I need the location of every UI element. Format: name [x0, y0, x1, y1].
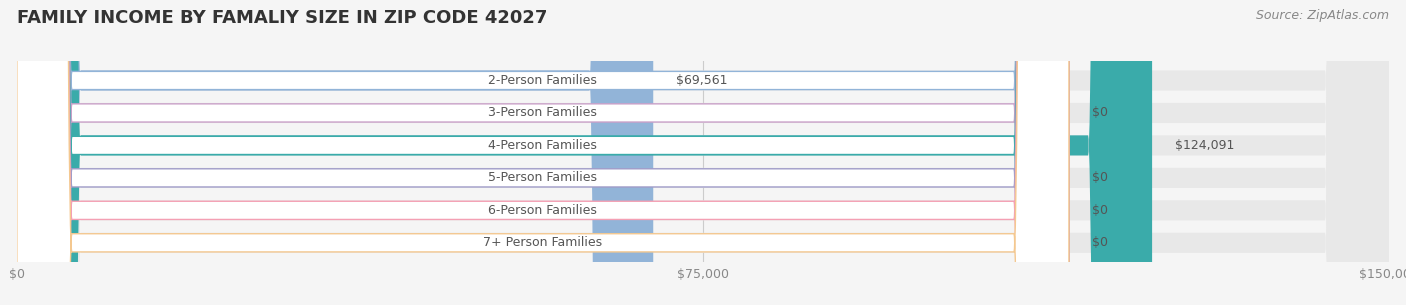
Text: $0: $0	[1092, 171, 1108, 185]
Text: 5-Person Families: 5-Person Families	[488, 171, 598, 185]
Text: FAMILY INCOME BY FAMALIY SIZE IN ZIP CODE 42027: FAMILY INCOME BY FAMALIY SIZE IN ZIP COD…	[17, 9, 547, 27]
FancyBboxPatch shape	[17, 0, 1069, 305]
Text: $69,561: $69,561	[676, 74, 728, 87]
FancyBboxPatch shape	[17, 0, 1389, 305]
FancyBboxPatch shape	[17, 0, 1069, 305]
FancyBboxPatch shape	[17, 0, 1389, 305]
Text: 2-Person Families: 2-Person Families	[488, 74, 598, 87]
Text: 6-Person Families: 6-Person Families	[488, 204, 598, 217]
FancyBboxPatch shape	[17, 0, 1389, 305]
FancyBboxPatch shape	[17, 0, 1069, 305]
Text: 7+ Person Families: 7+ Person Families	[484, 236, 602, 249]
FancyBboxPatch shape	[17, 0, 1069, 305]
Text: $0: $0	[1092, 204, 1108, 217]
Text: 4-Person Families: 4-Person Families	[488, 139, 598, 152]
FancyBboxPatch shape	[17, 0, 1152, 305]
FancyBboxPatch shape	[17, 0, 1389, 305]
Text: Source: ZipAtlas.com: Source: ZipAtlas.com	[1256, 9, 1389, 22]
Text: $124,091: $124,091	[1175, 139, 1234, 152]
FancyBboxPatch shape	[17, 0, 1389, 305]
Text: $0: $0	[1092, 236, 1108, 249]
Text: 3-Person Families: 3-Person Families	[488, 106, 598, 120]
FancyBboxPatch shape	[17, 0, 1389, 305]
Text: $0: $0	[1092, 106, 1108, 120]
FancyBboxPatch shape	[17, 0, 654, 305]
FancyBboxPatch shape	[17, 0, 1069, 305]
FancyBboxPatch shape	[17, 0, 1069, 305]
